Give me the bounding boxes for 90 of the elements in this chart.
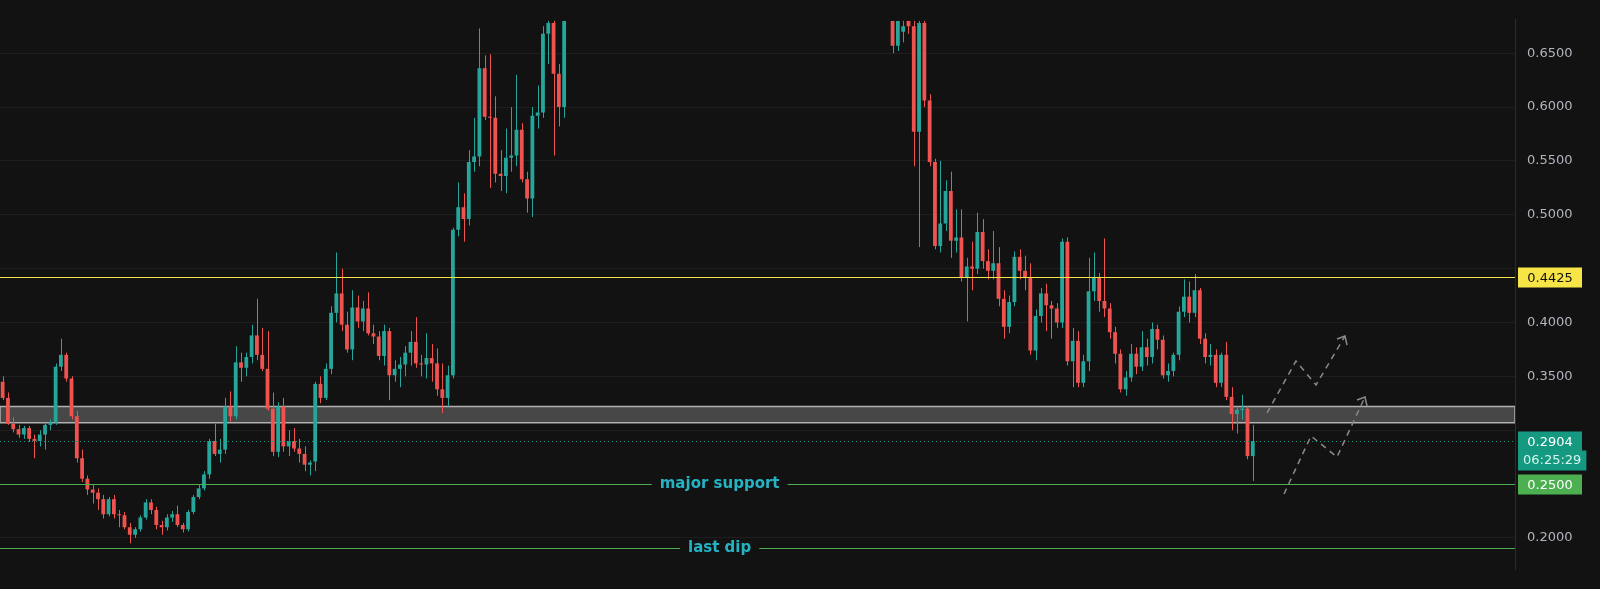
candlestick bbox=[1023, 255, 1027, 291]
annotation: major support bbox=[659, 474, 780, 493]
candlestick bbox=[1250, 424, 1255, 482]
y-tick-label: 0.5500 bbox=[1527, 152, 1573, 168]
candlestick bbox=[376, 330, 381, 361]
candlestick bbox=[1129, 343, 1133, 383]
candlestick bbox=[1054, 302, 1059, 329]
candlestick bbox=[334, 251, 339, 324]
candlestick bbox=[96, 487, 100, 511]
candlestick bbox=[419, 354, 424, 377]
candlestick bbox=[1091, 251, 1096, 302]
candlestick bbox=[202, 470, 206, 492]
candlestick bbox=[1171, 352, 1176, 377]
candlestick bbox=[217, 438, 222, 464]
candlestick bbox=[360, 300, 365, 332]
y-tick-label: 0.6000 bbox=[1527, 98, 1573, 114]
candlestick bbox=[59, 338, 63, 372]
candlestick bbox=[954, 208, 959, 253]
candlestick bbox=[403, 345, 408, 377]
candlestick bbox=[472, 117, 477, 173]
candlestick bbox=[1229, 386, 1234, 431]
candlestick bbox=[1017, 248, 1022, 280]
candlestick bbox=[143, 498, 148, 521]
candlestick bbox=[154, 506, 159, 530]
candlestick bbox=[964, 257, 969, 322]
candlestick bbox=[127, 522, 132, 544]
candlestick bbox=[1123, 370, 1128, 397]
ref-line-label: 0.2500 bbox=[1527, 476, 1573, 492]
candlestick bbox=[0, 375, 5, 401]
candlestick bbox=[43, 421, 47, 451]
candlestick bbox=[1234, 406, 1239, 434]
y-tick-label: 0.2000 bbox=[1527, 529, 1573, 545]
candlestick bbox=[1049, 300, 1054, 340]
candlestick bbox=[1070, 327, 1075, 388]
candlestick bbox=[1182, 278, 1186, 318]
candlestick bbox=[1203, 332, 1208, 364]
candlestick bbox=[1097, 272, 1102, 313]
candlestick bbox=[1081, 354, 1086, 388]
candlestick bbox=[445, 365, 450, 408]
candlestick bbox=[1134, 346, 1139, 375]
candlestick bbox=[239, 352, 243, 383]
candlestick bbox=[488, 53, 492, 189]
candlestick bbox=[64, 352, 69, 383]
candlestick bbox=[525, 171, 529, 214]
candlestick bbox=[1038, 287, 1043, 324]
candlestick bbox=[1113, 326, 1117, 364]
candlestick bbox=[101, 494, 106, 520]
candlestick bbox=[503, 128, 508, 194]
candlestick bbox=[1166, 362, 1170, 383]
candlestick bbox=[413, 316, 418, 369]
candlestick bbox=[111, 494, 116, 520]
y-tick-label: 0.6500 bbox=[1527, 44, 1573, 60]
ref-line-label: 0.4425 bbox=[1527, 269, 1573, 285]
candlestick bbox=[260, 327, 265, 372]
candlestick bbox=[970, 241, 974, 291]
candlestick bbox=[440, 362, 445, 414]
candlestick bbox=[509, 106, 514, 173]
ref-line-label: 0.2904 bbox=[1527, 433, 1573, 449]
y-tick-label: 0.4000 bbox=[1527, 313, 1573, 329]
candlestick bbox=[1044, 283, 1049, 332]
text: 06:25:29 bbox=[1523, 451, 1582, 467]
candlestick bbox=[244, 352, 249, 377]
candlestick bbox=[1240, 394, 1245, 420]
candlestick bbox=[456, 181, 461, 237]
candlestick bbox=[191, 494, 196, 515]
candlestick bbox=[546, 20, 551, 65]
candlestick bbox=[106, 496, 111, 517]
candlestick bbox=[286, 429, 291, 457]
candlestick bbox=[991, 230, 996, 280]
candlestick bbox=[392, 359, 397, 383]
candlestick bbox=[429, 343, 434, 383]
candlestick bbox=[249, 324, 254, 364]
candlestick bbox=[1187, 281, 1192, 324]
candlestick bbox=[186, 509, 190, 532]
candlestick bbox=[292, 427, 296, 453]
candlestick bbox=[535, 85, 540, 130]
y-tick-label: 0.3500 bbox=[1527, 367, 1573, 383]
candlestick bbox=[371, 324, 376, 345]
candlestick bbox=[398, 356, 402, 388]
candlestick bbox=[80, 449, 85, 483]
candlestick bbox=[255, 298, 259, 361]
annotation: last dip bbox=[688, 538, 752, 557]
candlestick bbox=[1144, 338, 1149, 367]
y-tick-label: 0.5000 bbox=[1527, 206, 1573, 222]
candlestick bbox=[986, 248, 990, 280]
candlestick bbox=[90, 483, 95, 504]
candlestick bbox=[117, 509, 122, 528]
candlestick bbox=[1107, 302, 1112, 340]
candlestick bbox=[938, 160, 943, 253]
candlestick bbox=[297, 438, 302, 464]
